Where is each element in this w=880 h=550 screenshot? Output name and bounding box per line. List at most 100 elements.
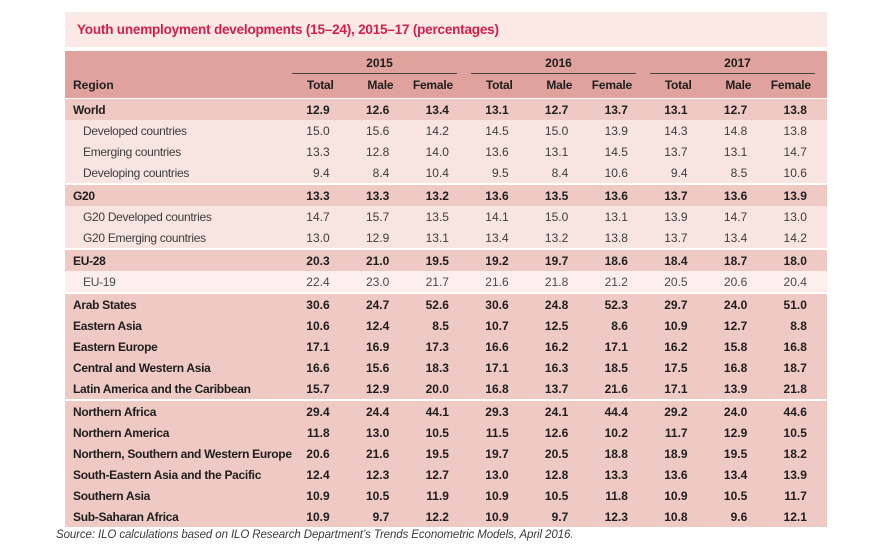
region-cell: Northern Africa [73, 404, 157, 419]
year-label-2015: 2015 [366, 56, 393, 70]
value-cell: 13.7 [664, 230, 688, 245]
value-cell: 16.8 [485, 381, 509, 396]
value-cell: 13.4 [485, 230, 509, 245]
value-cell: 19.2 [485, 253, 509, 268]
value-cell: 13.3 [365, 188, 390, 203]
value-cell: 12.3 [604, 509, 628, 524]
value-cell: 10.5 [723, 488, 748, 503]
value-cell: 12.2 [425, 509, 449, 524]
col-header-2017-total: Total [664, 78, 692, 92]
value-cell: 24.8 [544, 297, 569, 312]
col-header-2017-male: Male [725, 78, 752, 92]
value-cell: 12.7 [723, 318, 748, 333]
value-cell: 19.5 [425, 253, 449, 268]
year-label-2016: 2016 [545, 56, 572, 70]
value-cell: 16.8 [783, 339, 807, 354]
column-header-row: Region Total Male Female Total Male Fema… [65, 74, 827, 98]
value-cell: 13.0 [365, 425, 390, 440]
value-cell: 17.3 [425, 339, 449, 354]
value-cell: 9.4 [312, 165, 330, 180]
value-cell: 13.9 [783, 467, 807, 482]
col-header-2017-female: Female [770, 78, 811, 92]
table-row: Developing countries 9.4 8.4 10.4 9.5 8.4 10.6… [65, 162, 827, 183]
value-cell: 21.8 [783, 381, 807, 396]
region-cell: South-Eastern Asia and the Pacific [73, 467, 262, 482]
value-cell: 22.4 [306, 274, 330, 289]
value-cell: 12.3 [365, 467, 390, 482]
value-cell: 14.0 [425, 144, 449, 159]
year-group-2016: 2016 [469, 56, 648, 74]
value-cell: 10.7 [485, 318, 509, 333]
table-row: Sub-Saharan Africa 10.9 9.7 12.2 10.9 9.7 12.3… [65, 506, 827, 527]
value-cell: 12.6 [544, 425, 569, 440]
value-cell: 13.1 [604, 209, 628, 224]
value-cell: 8.8 [790, 318, 807, 333]
value-cell: 13.6 [604, 188, 628, 203]
value-cell: 13.0 [485, 467, 509, 482]
value-cell: 13.9 [604, 123, 628, 138]
region-cell: Northern, Southern and Western Europe [73, 446, 292, 461]
table-header: 2015 2016 2017 Region Total Male Female … [65, 51, 827, 98]
region-cell: Central and Western Asia [73, 360, 211, 375]
value-cell: 24.0 [723, 297, 748, 312]
value-cell: 51.0 [783, 297, 807, 312]
value-cell: 17.1 [306, 339, 330, 354]
value-cell: 18.9 [664, 446, 688, 461]
region-cell: EU-19 [83, 274, 116, 289]
value-cell: 12.5 [544, 318, 569, 333]
value-cell: 18.6 [604, 253, 628, 268]
value-cell: 10.4 [425, 165, 449, 180]
value-cell: 18.4 [664, 253, 688, 268]
value-cell: 13.3 [306, 144, 330, 159]
region-cell: World [73, 102, 106, 117]
region-cell: G20 Developed countries [83, 209, 212, 224]
value-cell: 13.6 [664, 467, 688, 482]
year-underline [292, 73, 457, 74]
value-cell: 13.1 [723, 144, 748, 159]
value-cell: 14.1 [485, 209, 509, 224]
value-cell: 13.2 [425, 188, 449, 203]
value-cell: 18.8 [604, 446, 628, 461]
value-cell: 20.5 [664, 274, 688, 289]
value-cell: 12.9 [306, 102, 330, 117]
value-cell: 13.7 [544, 381, 569, 396]
value-cell: 13.4 [723, 230, 748, 245]
value-cell: 20.6 [723, 274, 748, 289]
value-cell: 18.7 [723, 253, 748, 268]
value-cell: 18.3 [425, 360, 449, 375]
value-cell: 13.9 [723, 381, 748, 396]
region-cell: Developing countries [83, 165, 190, 180]
value-cell: 13.4 [723, 467, 748, 482]
value-cell: 13.6 [485, 188, 509, 203]
col-header-2015-male: Male [367, 78, 394, 92]
value-cell: 11.5 [485, 425, 509, 440]
value-cell: 13.9 [664, 209, 688, 224]
value-cell: 14.7 [783, 144, 807, 159]
table-row: Arab States 30.6 24.7 52.6 30.6 24.8 52.3 29.7 2… [65, 294, 827, 315]
value-cell: 14.3 [664, 123, 688, 138]
value-cell: 44.1 [425, 404, 449, 419]
col-header-2016-total: Total [485, 78, 513, 92]
value-cell: 16.6 [306, 360, 330, 375]
value-cell: 10.9 [485, 488, 509, 503]
value-cell: 10.9 [485, 509, 509, 524]
region-cell: Eastern Europe [73, 339, 158, 354]
value-cell: 21.6 [604, 381, 628, 396]
value-cell: 10.6 [306, 318, 330, 333]
region-cell: Arab States [73, 297, 137, 312]
value-cell: 18.0 [783, 253, 807, 268]
value-cell: 8.5 [432, 318, 449, 333]
value-cell: 44.6 [783, 404, 807, 419]
value-cell: 13.8 [783, 102, 807, 117]
value-cell: 13.2 [544, 230, 569, 245]
value-cell: 13.8 [604, 230, 628, 245]
value-cell: 13.7 [604, 102, 628, 117]
value-cell: 15.7 [306, 381, 330, 396]
value-cell: 16.2 [544, 339, 569, 354]
value-cell: 16.6 [485, 339, 509, 354]
value-cell: 10.2 [604, 425, 628, 440]
value-cell: 19.5 [425, 446, 449, 461]
table-row: South-Eastern Asia and the Pacific 12.4 12… [65, 464, 827, 485]
col-header-2015-total: Total [306, 78, 334, 92]
col-header-2015-female: Female [412, 78, 453, 92]
